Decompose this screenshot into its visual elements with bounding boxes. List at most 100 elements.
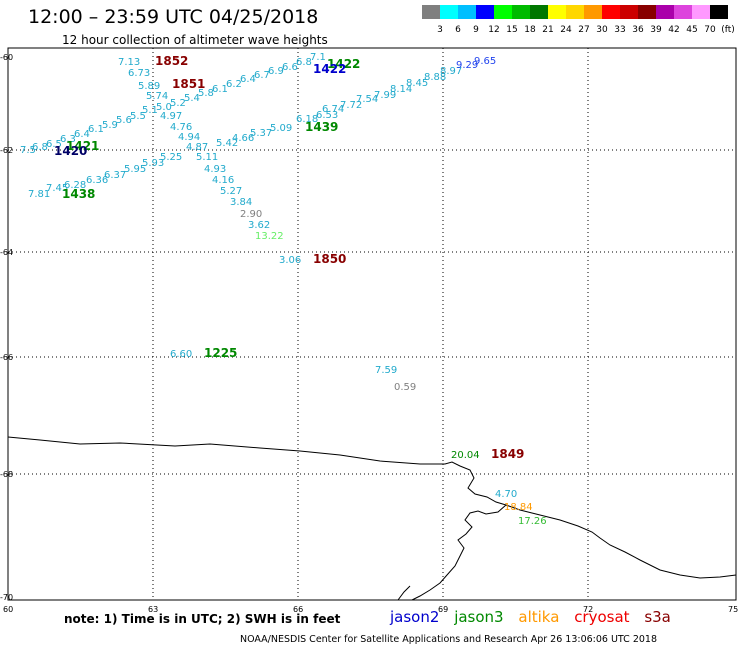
- svg-text:5.1: 5.1: [142, 105, 158, 116]
- lon-label: 69: [438, 605, 448, 614]
- scale-label: 6: [455, 25, 461, 35]
- swh-value: 4.70: [495, 489, 517, 500]
- scale-swatch: [440, 5, 458, 19]
- svg-text:6.4: 6.4: [74, 129, 90, 140]
- scale-swatch: [584, 5, 602, 19]
- scale-label: 30: [596, 25, 608, 35]
- scale-swatch: [530, 5, 548, 19]
- svg-text:5.0: 5.0: [156, 102, 172, 113]
- map-subtitle: 12 hour collection of altimeter wave hei…: [62, 33, 328, 47]
- swh-value: 7.54: [356, 94, 378, 105]
- svg-text:6.1: 6.1: [88, 124, 104, 135]
- pass-time: 1850: [313, 252, 346, 266]
- lon-label: 72: [583, 605, 593, 614]
- lon-label: 75: [728, 605, 738, 614]
- svg-text:6.6: 6.6: [282, 62, 298, 73]
- swh-value: 5.11: [196, 152, 218, 163]
- pass-times: 1852 1851 1422 1422 1439 1421 1420 1438 …: [54, 54, 524, 461]
- scale-unit: (ft): [721, 25, 735, 35]
- scale-label: 24: [560, 25, 572, 35]
- scale-swatch: [674, 5, 692, 19]
- swh-value: 3.06: [279, 255, 301, 266]
- scale-label: 33: [614, 25, 626, 35]
- svg-text:6.2: 6.2: [226, 79, 242, 90]
- map-title: 12:00 – 23:59 UTC 04/25/2018: [28, 6, 319, 28]
- pass-time: 1421: [66, 139, 99, 153]
- map-frame: [7, 47, 737, 601]
- swh-value: 5.27: [220, 186, 242, 197]
- scale-swatch: [566, 5, 584, 19]
- swh-value: 6.60: [170, 349, 192, 360]
- wave-values: 7.13 6.73 5.89 5.74 4.97 4.76 4.94 4.87 …: [28, 56, 547, 527]
- svg-text:6.8: 6.8: [296, 57, 312, 68]
- swh-value: 7.13: [118, 57, 140, 68]
- scale-label: 39: [650, 25, 662, 35]
- lon-label: 63: [148, 605, 158, 614]
- scale-swatch: [422, 5, 440, 19]
- svg-text:6.5: 6.5: [46, 139, 62, 150]
- swh-value: 5.89: [138, 81, 160, 92]
- lon-label: 60: [3, 605, 13, 614]
- swh-value: 4.76: [170, 122, 192, 133]
- pass-time: 1439: [305, 120, 338, 134]
- pass-time: 1852: [155, 54, 188, 68]
- lat-label: -66: [0, 353, 13, 362]
- pass-time: 1851: [172, 77, 205, 91]
- scale-label: 15: [506, 25, 518, 35]
- svg-text:6.7: 6.7: [254, 70, 270, 81]
- swh-value: 5.42: [216, 138, 238, 149]
- scale-label: 21: [542, 25, 554, 35]
- swh-value: 2.90: [240, 209, 262, 220]
- scale-swatch: [692, 5, 710, 19]
- pass-time: 1420: [54, 144, 87, 158]
- satellite-jason2: jason2: [390, 608, 440, 626]
- scale-swatch: [710, 5, 728, 19]
- swh-value: 4.66: [232, 133, 254, 144]
- swh-value: 5.09: [270, 123, 292, 134]
- scale-label: 45: [686, 25, 698, 35]
- swh-value: 18.84: [504, 502, 533, 513]
- satellite-altika: altika: [518, 608, 560, 626]
- scale-label: 18: [524, 25, 536, 35]
- svg-text:6.1: 6.1: [212, 84, 228, 95]
- scale-swatch: [548, 5, 566, 19]
- swh-value: 5.25: [160, 152, 182, 163]
- coastline-fragment: [397, 585, 411, 601]
- lat-label: -68: [0, 470, 13, 479]
- coastline-inlet: [411, 504, 507, 601]
- satellite-cryosat: cryosat: [574, 608, 630, 626]
- lat-label: -60: [0, 53, 13, 62]
- swh-value: 7.72: [340, 100, 362, 111]
- satellite-jason3: jason3: [454, 608, 504, 626]
- latitude-labels: -60 -62 -64 -66 -68 -70: [0, 53, 13, 602]
- scale-swatch: [638, 5, 656, 19]
- swh-value: 0.59: [394, 382, 416, 393]
- svg-text:5.5: 5.5: [130, 111, 146, 122]
- swh-value: 6.74: [322, 104, 344, 115]
- lon-label: 66: [293, 605, 303, 614]
- scale-label: 9: [473, 25, 479, 35]
- swh-value: 8.88: [424, 72, 446, 83]
- scale-label: 36: [632, 25, 644, 35]
- scale-label: 3: [437, 25, 443, 35]
- graticule: [8, 48, 736, 600]
- pass-time: 1225: [204, 346, 237, 360]
- pass-time: 1422: [313, 62, 346, 76]
- swh-value: 3.62: [248, 220, 270, 231]
- swh-value: 6.28: [64, 180, 86, 191]
- svg-text:7.5: 7.5: [20, 145, 36, 156]
- scale-swatch: [656, 5, 674, 19]
- svg-text:6.3: 6.3: [60, 134, 76, 145]
- scale-swatch: [602, 5, 620, 19]
- swh-value: 13.22: [255, 231, 284, 242]
- scale-swatch: [620, 5, 638, 19]
- swh-value: 20.04: [451, 450, 480, 461]
- swh-value: 7.59: [375, 365, 397, 376]
- pass-time: 1849: [491, 447, 524, 461]
- swh-value: 8.97: [440, 66, 462, 77]
- swh-value: 6.73: [128, 68, 150, 79]
- swh-value: 3.84: [230, 197, 252, 208]
- scale-swatch: [512, 5, 530, 19]
- overlapping-track-labels: 7.56.86.5 6.36.46.1 5.95.65.5 5.15.0 5.2…: [20, 52, 326, 156]
